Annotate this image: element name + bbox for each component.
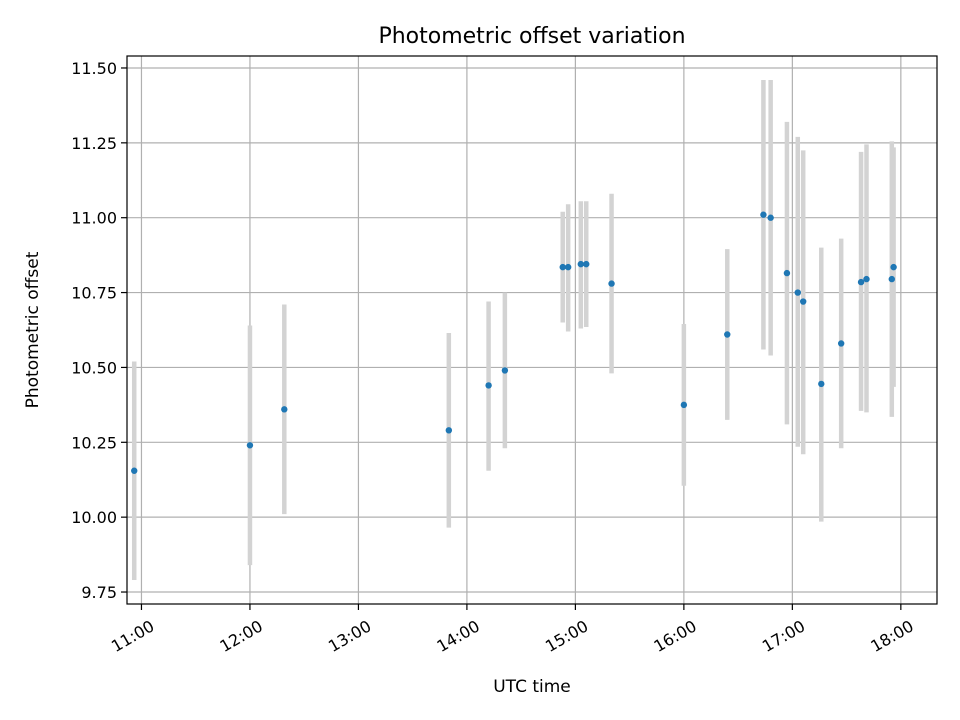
data-point [794,289,801,296]
data-point [559,263,566,271]
data-point [583,260,590,268]
data-point [837,340,845,347]
data-point [890,263,897,271]
y-tick-label: 10.50 [71,358,117,377]
y-axis-ticks: 9.75 10.00 10.25 10.50 10.75 11.00 11.25 11.50 [71,59,127,602]
y-tick-label: 10.00 [71,508,117,527]
data-point [800,298,807,305]
data-point [564,263,572,271]
y-tick-label: 9.75 [81,583,117,602]
data-point [783,269,791,277]
data-point [281,406,288,413]
data-point [760,211,767,218]
data-point [501,367,509,374]
chart-title: Photometric offset variation [378,24,685,49]
data-point [680,401,688,409]
data-point [767,214,774,221]
plot-area-frame [126,55,938,605]
data-point [863,275,870,283]
data-point [445,427,453,434]
data-point [131,467,138,474]
x-axis-label: UTC time [493,677,571,697]
data-point [857,278,865,286]
y-tick-label: 10.75 [71,284,117,303]
y-tick-label: 10.25 [71,433,117,452]
y-tick-label: 11.50 [71,59,117,78]
data-point [577,260,585,268]
y-axis-label: Photometric offset [23,251,43,408]
y-tick-label: 11.00 [71,209,117,228]
data-point [246,442,254,449]
data-point [608,280,615,287]
data-point [485,382,492,389]
data-point [724,331,731,338]
data-point [888,275,895,283]
y-tick-label: 11.25 [71,134,117,153]
data-points [131,211,897,474]
data-point [818,380,825,388]
